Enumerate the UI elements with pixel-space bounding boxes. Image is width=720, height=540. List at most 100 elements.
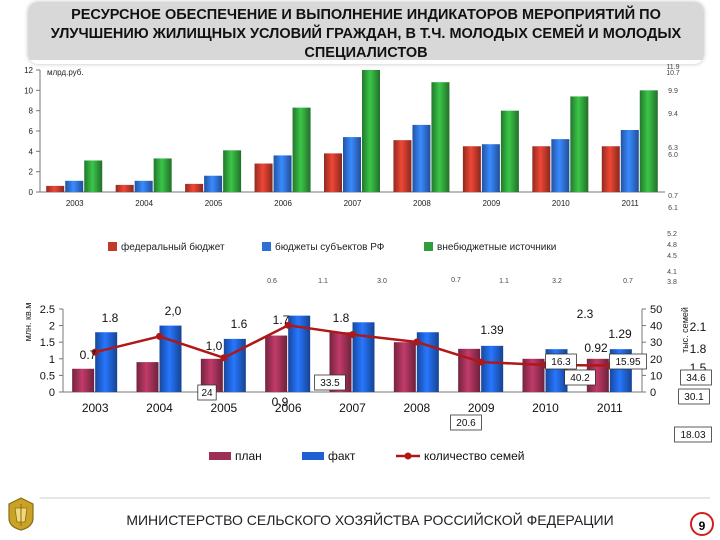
bar-regional xyxy=(204,175,223,192)
title-bar xyxy=(28,2,704,60)
chart2-family-box xyxy=(680,369,712,386)
chart1-value-label: 4.8 xyxy=(667,242,677,249)
chart2-right-axis-title: тыс. семей xyxy=(680,307,690,353)
chart1-value-label: 3.2 xyxy=(552,278,562,285)
bar-plan xyxy=(265,335,288,392)
chart2-bar-value-label: 0.92 xyxy=(584,341,608,355)
chart1-value-label: 0.7 xyxy=(623,278,633,285)
chart2-family-label: 20.6 xyxy=(456,418,476,429)
bar-federal xyxy=(115,184,134,192)
bar-regional xyxy=(134,180,153,192)
chart1-value-label: 4.1 xyxy=(667,269,677,276)
chart2-right-tick-label: 30 xyxy=(650,337,662,349)
bar-plan xyxy=(393,342,416,392)
chart2-x-tick-label: 2008 xyxy=(403,401,430,415)
bar-fact xyxy=(288,315,311,392)
bar-regional xyxy=(551,139,570,192)
bar-fact xyxy=(481,345,504,392)
chart2-family-box xyxy=(197,384,217,401)
chart2-family-label: 34.6 xyxy=(686,373,706,384)
bar-fact xyxy=(223,338,246,392)
legend2-swatch-fact xyxy=(302,452,324,460)
page-number-badge: 9 xyxy=(690,512,714,536)
families-point xyxy=(477,358,485,366)
chart2-bar-value-label: 0.7 xyxy=(80,348,97,362)
families-point xyxy=(413,338,421,346)
chart2-family-label: 40.2 xyxy=(570,373,590,384)
chart2-family-box xyxy=(564,369,596,386)
chart1-y-tick-label: 10 xyxy=(24,86,33,95)
chart2-x-tick-label: 2007 xyxy=(339,401,366,415)
chart2-left-axis-title: млн. кв.м xyxy=(23,303,33,342)
chart2-family-label: 15.95 xyxy=(615,357,640,368)
chart2-family-box xyxy=(609,353,647,370)
chart1-x-tick-label: 2010 xyxy=(552,199,570,208)
chart1-y-tick-label: 2 xyxy=(29,168,34,177)
legend1-label: федеральный бюджет xyxy=(121,241,225,253)
chart2-right-tick-label: 20 xyxy=(650,354,662,366)
chart1-value-label: 1.1 xyxy=(499,278,509,285)
chart1-value-label: 10.7 xyxy=(666,70,680,77)
chart2-left-tick-label: 2.5 xyxy=(40,304,55,316)
chart1-value-label: 9.4 xyxy=(668,111,678,118)
chart2-family-box xyxy=(450,414,482,431)
chart2-family-box xyxy=(545,353,577,370)
chart1-y-tick-label: 6 xyxy=(29,127,34,136)
chart1-value-label: 0.7 xyxy=(668,193,678,200)
families-point xyxy=(284,321,292,329)
chart1-value-label: 6.0 xyxy=(668,152,678,159)
chart2-x-tick-label: 2004 xyxy=(146,401,173,415)
legend1-label: внебюджетные источники xyxy=(437,241,556,253)
chart2-right-tick-label: 0 xyxy=(650,387,656,399)
chart2-x-tick-label: 2005 xyxy=(210,401,237,415)
chart2-bar-value-label: 1.8 xyxy=(690,342,707,356)
bar-regional xyxy=(343,137,361,192)
bar-regional xyxy=(620,129,639,192)
chart1-value-label: 11.9 xyxy=(666,64,679,71)
legend2-label: количество семей xyxy=(424,449,524,463)
chart2-family-label: 16.3 xyxy=(551,357,571,368)
chart2-left-tick-label: 2 xyxy=(49,321,55,333)
chart2-bar-value-label: 2.1 xyxy=(690,320,707,334)
chart1-value-label: 3.0 xyxy=(377,278,387,285)
bar-extrabudget xyxy=(431,82,450,192)
chart2-family-label: 30.1 xyxy=(684,392,704,403)
chart2-family-box xyxy=(674,426,712,443)
bar-plan xyxy=(136,362,159,392)
families-point xyxy=(91,348,99,356)
chart2-bar-value-label: 1.6 xyxy=(231,317,248,331)
bar-federal xyxy=(254,163,273,192)
legend2-swatch-point xyxy=(404,452,412,460)
bar-plan xyxy=(72,368,95,392)
chart2-bar-value-label: 1.29 xyxy=(608,327,632,341)
chart2-bar-value-label: 2.3 xyxy=(577,307,594,321)
bar-regional xyxy=(481,144,500,192)
chart2-left-tick-label: 1 xyxy=(49,354,55,366)
bar-extrabudget xyxy=(639,90,658,192)
chart1-value-label: 5.2 xyxy=(667,231,677,238)
chart1-y-axis-title: млрд.руб. xyxy=(47,68,84,77)
footer-ministry-text: МИНИСТЕРСТВО СЕЛЬСКОГО ХОЗЯЙСТВА РОССИЙС… xyxy=(126,512,614,528)
chart2-left-tick-label: 0 xyxy=(49,387,55,399)
chart1-value-label: 4.5 xyxy=(667,253,677,260)
chart2-bar-value-label: 1.8 xyxy=(333,311,350,325)
chart2-bar-value-label: 0.9 xyxy=(272,395,289,409)
bar-fact xyxy=(352,322,375,392)
chart2-family-box xyxy=(678,388,710,405)
chart1-x-tick-label: 2011 xyxy=(622,199,640,208)
chart1-x-tick-label: 2005 xyxy=(205,199,223,208)
chart1-y-tick-label: 12 xyxy=(24,66,33,75)
bar-extrabudget xyxy=(570,96,589,192)
chart1-y-tick-label: 0 xyxy=(29,188,34,197)
chart2-left-tick-label: 0.5 xyxy=(40,370,55,382)
chart2-x-tick-label: 2009 xyxy=(468,401,495,415)
bar-fact xyxy=(95,332,118,392)
chart2-bar-value-label: 1.39 xyxy=(480,323,504,337)
chart2-family-label: 24 xyxy=(201,388,213,399)
bar-federal xyxy=(532,146,551,192)
legend2-label: план xyxy=(235,449,262,463)
chart1-value-label: 1.1 xyxy=(318,278,328,285)
chart1-value-label: 0.6 xyxy=(267,278,277,285)
bar-regional xyxy=(412,124,431,192)
